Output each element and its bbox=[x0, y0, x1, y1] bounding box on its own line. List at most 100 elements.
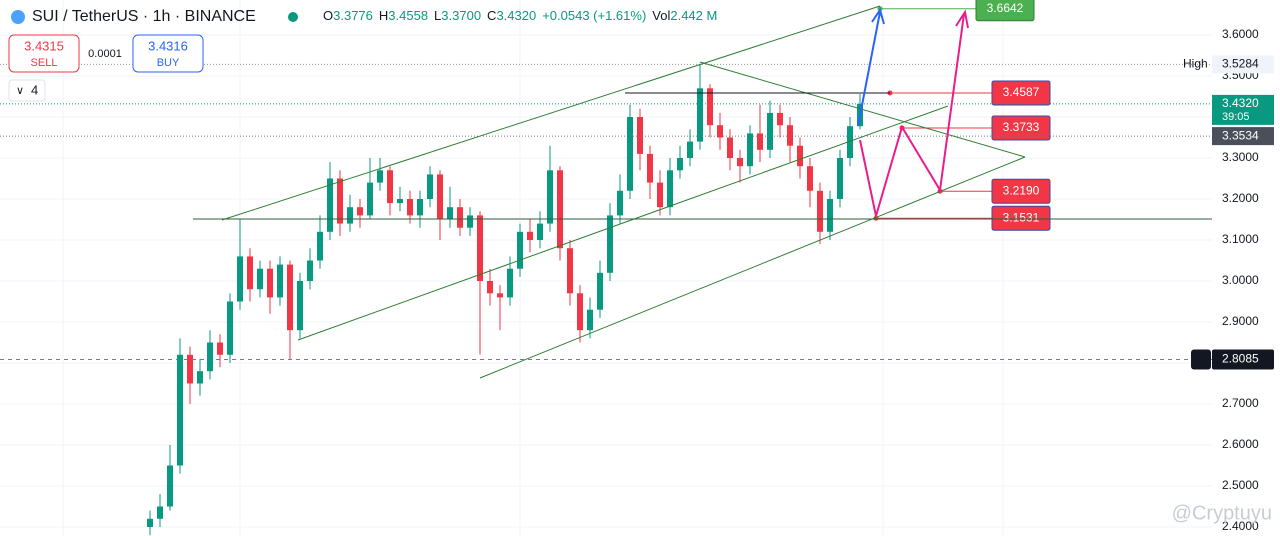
status-dot bbox=[288, 12, 298, 22]
candle-body bbox=[847, 126, 853, 159]
candle-body bbox=[687, 141, 693, 159]
candle-body bbox=[477, 215, 483, 281]
l-label: L bbox=[434, 8, 441, 23]
sell-button[interactable] bbox=[8, 34, 80, 73]
high-name: High bbox=[1183, 57, 1208, 71]
price-label: 3.3733 bbox=[1003, 120, 1040, 134]
price-axis bbox=[1212, 0, 1280, 536]
candle-body bbox=[437, 174, 443, 220]
buy-button[interactable] bbox=[132, 34, 204, 73]
candle-body bbox=[387, 170, 393, 204]
candle-body bbox=[447, 207, 453, 220]
y-tick-label: 2.7000 bbox=[1222, 396, 1259, 410]
candle-body bbox=[187, 354, 193, 384]
price-label-box bbox=[991, 80, 1051, 106]
axis-labels: 2.40002.50002.60002.70002.80002.90003.00… bbox=[1183, 27, 1274, 533]
candle-body bbox=[237, 256, 243, 302]
indicators-toggle[interactable] bbox=[8, 79, 46, 102]
candle-body bbox=[227, 301, 233, 355]
triangle-line bbox=[699, 61, 1026, 158]
y-tick-label: 2.5000 bbox=[1222, 478, 1259, 492]
candle-body bbox=[567, 248, 573, 294]
price-label-box bbox=[991, 115, 1051, 141]
price-label: 3.6642 bbox=[987, 1, 1024, 15]
price-label: 3.1531 bbox=[1003, 210, 1040, 224]
legend-o: O3.3776 H3.4558 L3.3700 C3.4320 +0.0543 (+1.… bbox=[323, 8, 717, 23]
countdown: 39:05 bbox=[1222, 111, 1250, 123]
candle-body bbox=[257, 268, 263, 290]
crosshair-plus bbox=[1191, 349, 1211, 370]
sell-label: SELL bbox=[31, 57, 58, 69]
candle-body bbox=[577, 293, 583, 331]
candle-body bbox=[507, 268, 513, 298]
candle-body bbox=[207, 342, 213, 372]
candle-body bbox=[337, 178, 343, 224]
c-value: 3.4320 bbox=[496, 8, 536, 23]
y-tick-label: 3.1000 bbox=[1222, 232, 1259, 246]
candle-body bbox=[787, 125, 793, 146]
candle-body bbox=[767, 112, 773, 150]
candle-body bbox=[547, 170, 553, 224]
candle-body bbox=[647, 153, 653, 183]
symbol-icon bbox=[11, 10, 25, 24]
candle-body bbox=[407, 199, 413, 216]
levels: 3.6642 3.4587 3.3733 3.2190 3.1531 bbox=[0, 0, 1212, 361]
high-price: 3.5284 bbox=[1222, 57, 1259, 71]
candle-body bbox=[467, 215, 473, 228]
current-price-box bbox=[1212, 94, 1274, 125]
symbol-title: SUI / TetherUS · 1h · BINANCE bbox=[32, 8, 256, 25]
candle-body bbox=[197, 371, 203, 384]
spread: 0.0001 bbox=[88, 48, 122, 60]
candle-body bbox=[457, 207, 463, 228]
candle-body bbox=[487, 280, 493, 294]
crosshair-price: 2.8085 bbox=[1222, 352, 1259, 366]
channel-mid bbox=[297, 105, 949, 341]
candle-body bbox=[317, 231, 323, 261]
candle-body bbox=[597, 272, 603, 310]
price-label-box bbox=[991, 205, 1051, 231]
candle-body bbox=[617, 190, 623, 216]
candle-body bbox=[737, 158, 743, 167]
candle-body bbox=[297, 280, 303, 331]
y-tick-label: 2.4000 bbox=[1222, 519, 1259, 533]
blue-arrow bbox=[857, 7, 885, 127]
candle-body bbox=[657, 182, 663, 208]
candle-body bbox=[217, 342, 223, 355]
candle-body bbox=[627, 117, 633, 191]
candle-body bbox=[777, 112, 783, 126]
candle-body bbox=[527, 231, 533, 240]
candle-body bbox=[327, 178, 333, 232]
candle-body bbox=[727, 137, 733, 159]
y-tick-label: 2.6000 bbox=[1222, 437, 1259, 451]
candle-body bbox=[287, 264, 293, 331]
candles bbox=[147, 63, 863, 536]
candle-body bbox=[677, 158, 683, 171]
change: +0.0543 (+1.61%) bbox=[542, 8, 646, 23]
candle-body bbox=[357, 207, 363, 216]
candle-body bbox=[667, 170, 673, 208]
vol-label: Vol bbox=[652, 8, 670, 23]
candle-body bbox=[557, 170, 563, 249]
candle-body bbox=[427, 174, 433, 200]
candle-body bbox=[717, 125, 723, 138]
candle-body bbox=[697, 88, 703, 142]
candle-body bbox=[177, 354, 183, 466]
channel-bottom bbox=[479, 156, 1026, 379]
candle-body bbox=[267, 268, 273, 298]
candle-body bbox=[417, 199, 423, 216]
candle-body bbox=[397, 199, 403, 204]
candle-body bbox=[797, 145, 803, 167]
candle-body bbox=[377, 170, 383, 183]
candle-body bbox=[167, 465, 173, 507]
candle-body bbox=[537, 223, 543, 240]
candle-body bbox=[517, 231, 523, 269]
candle-body bbox=[497, 293, 503, 298]
candle-body bbox=[347, 207, 353, 224]
chevron: ∨ bbox=[16, 85, 24, 97]
candle-body bbox=[707, 88, 713, 126]
y-tick-label: 2.9000 bbox=[1222, 314, 1259, 328]
watermark: @Cryptuyu bbox=[1172, 502, 1272, 524]
l-value: 3.3700 bbox=[441, 8, 481, 23]
